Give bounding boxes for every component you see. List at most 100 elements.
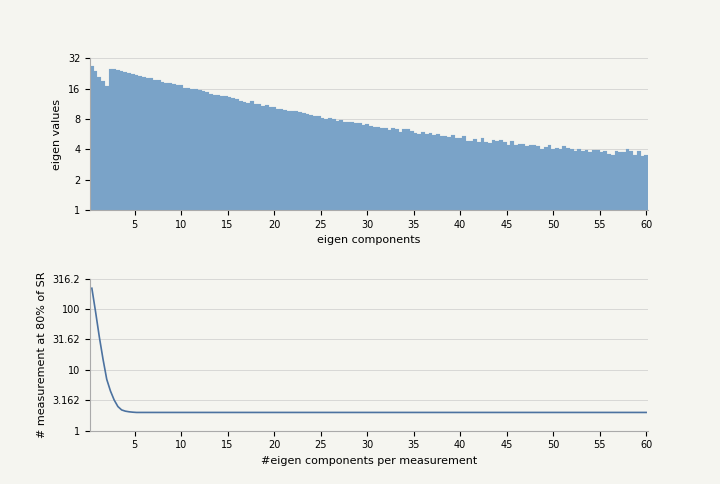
Bar [265,105,269,484]
Bar [377,127,380,484]
Bar [138,76,142,484]
Bar [291,111,294,484]
Bar [90,65,94,484]
Bar [395,129,399,484]
Bar [351,121,354,484]
Bar [150,78,153,484]
Bar [172,84,176,484]
Bar [135,75,138,484]
Bar [495,140,499,484]
Bar [280,108,284,484]
Bar [317,117,320,484]
Bar [402,129,406,484]
Bar [310,115,313,484]
Bar [179,85,183,484]
X-axis label: #eigen components per measurement: #eigen components per measurement [261,456,477,466]
Bar [209,93,213,484]
Bar [387,130,392,484]
Bar [473,139,477,484]
Bar [190,89,194,484]
Bar [116,70,120,484]
Bar [194,89,198,484]
Bar [596,150,600,484]
Bar [294,111,298,484]
Bar [168,83,172,484]
Bar [94,71,97,484]
Bar [466,141,469,484]
Bar [600,151,603,484]
Bar [369,126,373,484]
Bar [611,155,615,484]
Bar [622,151,626,484]
Bar [444,136,447,484]
Bar [462,136,466,484]
Bar [354,123,358,484]
Bar [373,127,377,484]
Bar [380,128,384,484]
Bar [644,155,648,484]
Bar [324,119,328,484]
Bar [332,119,336,484]
Bar [618,152,622,484]
Bar [231,98,235,484]
Bar [454,138,459,484]
Bar [428,133,432,484]
Bar [328,118,332,484]
Bar [481,138,485,484]
Bar [399,132,402,484]
Bar [347,121,351,484]
Bar [603,151,607,484]
Bar [97,76,101,484]
Bar [436,135,440,484]
Bar [633,155,637,484]
Bar [410,131,413,484]
Bar [124,72,127,484]
Bar [243,102,246,484]
Bar [585,150,588,484]
Bar [447,137,451,484]
Bar [205,92,209,484]
Bar [142,76,145,484]
Bar [105,86,109,484]
Bar [641,156,644,484]
Bar [272,107,276,484]
X-axis label: eigen components: eigen components [318,236,420,245]
Bar [507,145,510,484]
Bar [510,141,514,484]
Bar [566,148,570,484]
Bar [246,103,250,484]
Bar [320,118,324,484]
Bar [258,104,261,484]
Bar [536,146,540,484]
Bar [153,80,157,484]
Bar [637,151,641,484]
Bar [499,140,503,484]
Bar [418,134,421,484]
Bar [570,149,574,484]
Bar [284,110,287,484]
Bar [548,146,552,484]
Bar [358,122,361,484]
Bar [469,141,473,484]
Bar [261,106,265,484]
Bar [145,77,150,484]
Bar [101,81,105,484]
Bar [421,132,425,484]
Bar [540,149,544,484]
Bar [574,151,577,484]
Bar [120,71,124,484]
Bar [269,107,272,484]
Bar [157,80,161,484]
Bar [392,128,395,484]
Bar [626,149,629,484]
Bar [629,151,633,484]
Bar [161,82,164,484]
Bar [302,113,306,484]
Bar [306,115,310,484]
Bar [131,74,135,484]
Bar [459,138,462,484]
Bar [607,154,611,484]
Bar [384,128,387,484]
Bar [555,149,559,484]
Bar [562,146,566,484]
